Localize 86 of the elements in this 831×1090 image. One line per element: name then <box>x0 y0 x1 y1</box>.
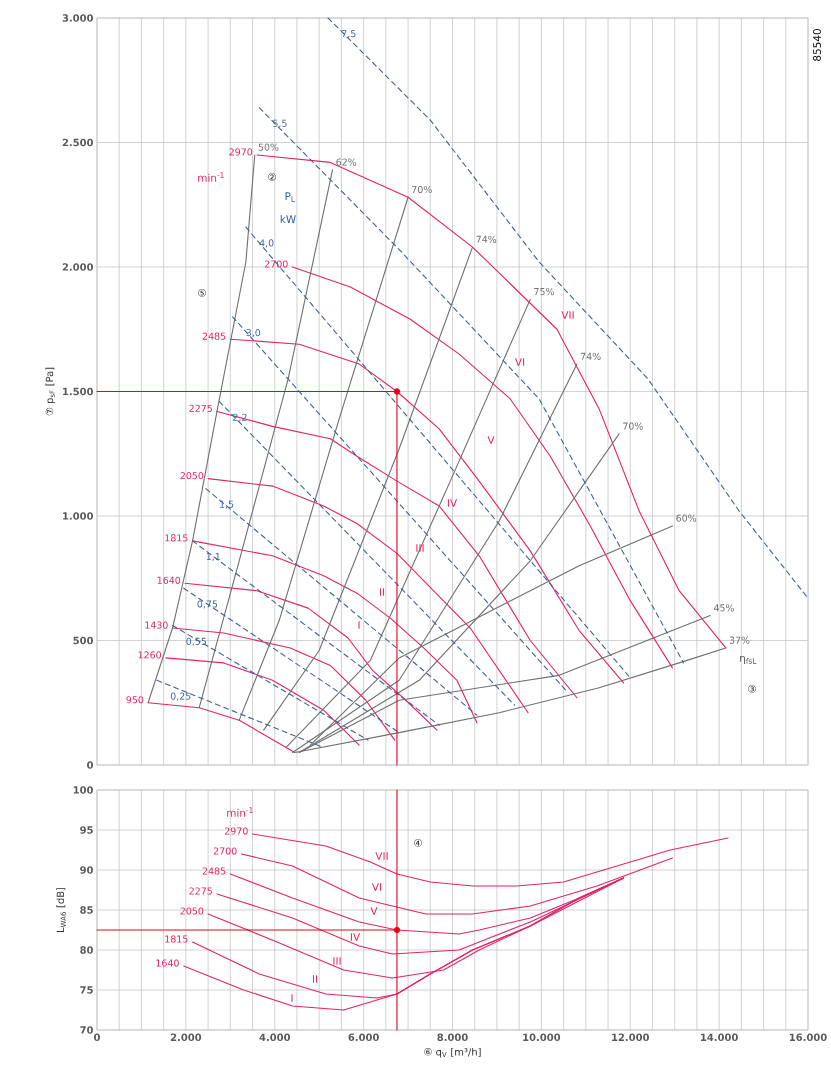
series-label: 60% <box>676 514 697 522</box>
x-tick-label: 4.000 <box>259 1033 291 1042</box>
series-label: 1640 <box>156 959 179 967</box>
annotation: I <box>358 621 360 629</box>
series-label: 70% <box>623 422 643 430</box>
annotation: V <box>487 436 495 444</box>
series-label: 0,75 <box>197 600 218 609</box>
x-tick-label: 12.000 <box>612 1033 649 1042</box>
annotation: I <box>291 994 293 1002</box>
x-tick-label: 14.000 <box>701 1033 738 1042</box>
annotation: VI <box>514 358 525 366</box>
y-axis-title: ⑦ p$_{sF}$ [Pa] <box>45 367 56 416</box>
y-tick-label: 95 <box>80 826 93 834</box>
series-label: 950 <box>126 696 144 704</box>
x-tick-label: 10.000 <box>523 1033 561 1042</box>
series-label: 2700 <box>213 847 237 855</box>
annotation: ③ <box>748 685 756 693</box>
annotation: VII <box>375 852 388 860</box>
y-tick-label: 70 <box>80 1026 93 1034</box>
series-label: 74% <box>580 352 601 360</box>
series-label: 0,55 <box>186 637 206 646</box>
series-label: 37% <box>729 636 750 644</box>
series-label: 1640 <box>157 576 181 584</box>
series-label: 2050 <box>180 472 204 480</box>
series-label: 75% <box>534 287 554 296</box>
x-tick-label: 0 <box>94 1033 100 1042</box>
series-label: 5,5 <box>273 119 287 128</box>
annotation: III <box>416 544 424 552</box>
series-label: 2275 <box>189 887 212 895</box>
text: 85540 <box>813 29 821 61</box>
series-label: 1,5 <box>220 500 234 509</box>
series-label: 74% <box>476 235 497 243</box>
y-tick-label: 500 <box>73 636 94 645</box>
series-label: 2485 <box>202 867 226 875</box>
y-tick-label: 85 <box>80 906 93 914</box>
y-tick-label: 3.000 <box>62 14 94 22</box>
series-label: 1260 <box>138 651 162 659</box>
annotation: min$^{-1}$ <box>227 807 253 817</box>
annotation: min$^{-1}$ <box>198 172 224 182</box>
series-label: 2485 <box>202 332 226 340</box>
annotation: V <box>370 907 378 915</box>
annotation: VII <box>561 311 574 319</box>
x-tick-label: 6.000 <box>348 1033 379 1042</box>
annotation: IV <box>447 499 458 507</box>
annotation: VI <box>371 883 382 891</box>
x-tick-label: 8.000 <box>437 1033 468 1042</box>
series-label: 7,5 <box>342 30 356 39</box>
series-label: 1430 <box>145 621 168 629</box>
y-tick-label: 2.000 <box>62 263 94 271</box>
y-tick-label: 75 <box>80 986 93 994</box>
annotation: III <box>333 957 341 965</box>
series-label: 1,1 <box>206 553 220 562</box>
y-tick-label: 1.500 <box>63 387 94 396</box>
series-label: 3,0 <box>246 328 261 338</box>
y-axis-title: L$_{WA6}$ [dB] <box>56 887 66 932</box>
series-label: 0,25 <box>170 692 191 701</box>
x-tick-label: 16.000 <box>789 1033 827 1042</box>
series-label: 70% <box>412 185 432 194</box>
x-tick-label: 2.000 <box>170 1033 202 1042</box>
x-axis-title: ⑥ q$_{V}$ [m³/h] <box>424 1047 481 1058</box>
series-label: 2970 <box>229 148 253 156</box>
series-label: 45% <box>713 604 734 612</box>
annotation: kW <box>280 215 296 223</box>
annotation: ④ <box>414 839 422 847</box>
y-tick-label: 80 <box>80 946 93 954</box>
annotation: ② <box>268 173 276 181</box>
annotation: IV <box>350 933 361 941</box>
y-tick-label: 100 <box>73 786 94 794</box>
annotation: II <box>379 588 385 596</box>
series-label: 1815 <box>165 534 188 542</box>
series-label: 62% <box>336 158 357 166</box>
series-label: 2275 <box>189 404 212 412</box>
series-label: 1815 <box>165 935 188 943</box>
series-label: 2970 <box>224 827 248 835</box>
annotation: η$_{fsL}$ <box>740 655 757 665</box>
annotation: II <box>312 975 318 983</box>
y-tick-label: 2.500 <box>62 138 94 147</box>
series-label: 4,0 <box>259 239 274 248</box>
series-label: 50% <box>258 143 279 151</box>
annotation: ⑤ <box>198 289 206 297</box>
series-label: 2700 <box>264 260 288 268</box>
y-tick-label: 1.000 <box>63 512 94 520</box>
y-tick-label: 90 <box>80 866 93 874</box>
annotation: P$_{L}$ <box>285 192 295 202</box>
y-tick-label: 0 <box>87 761 93 769</box>
series-label: 2050 <box>180 907 204 915</box>
